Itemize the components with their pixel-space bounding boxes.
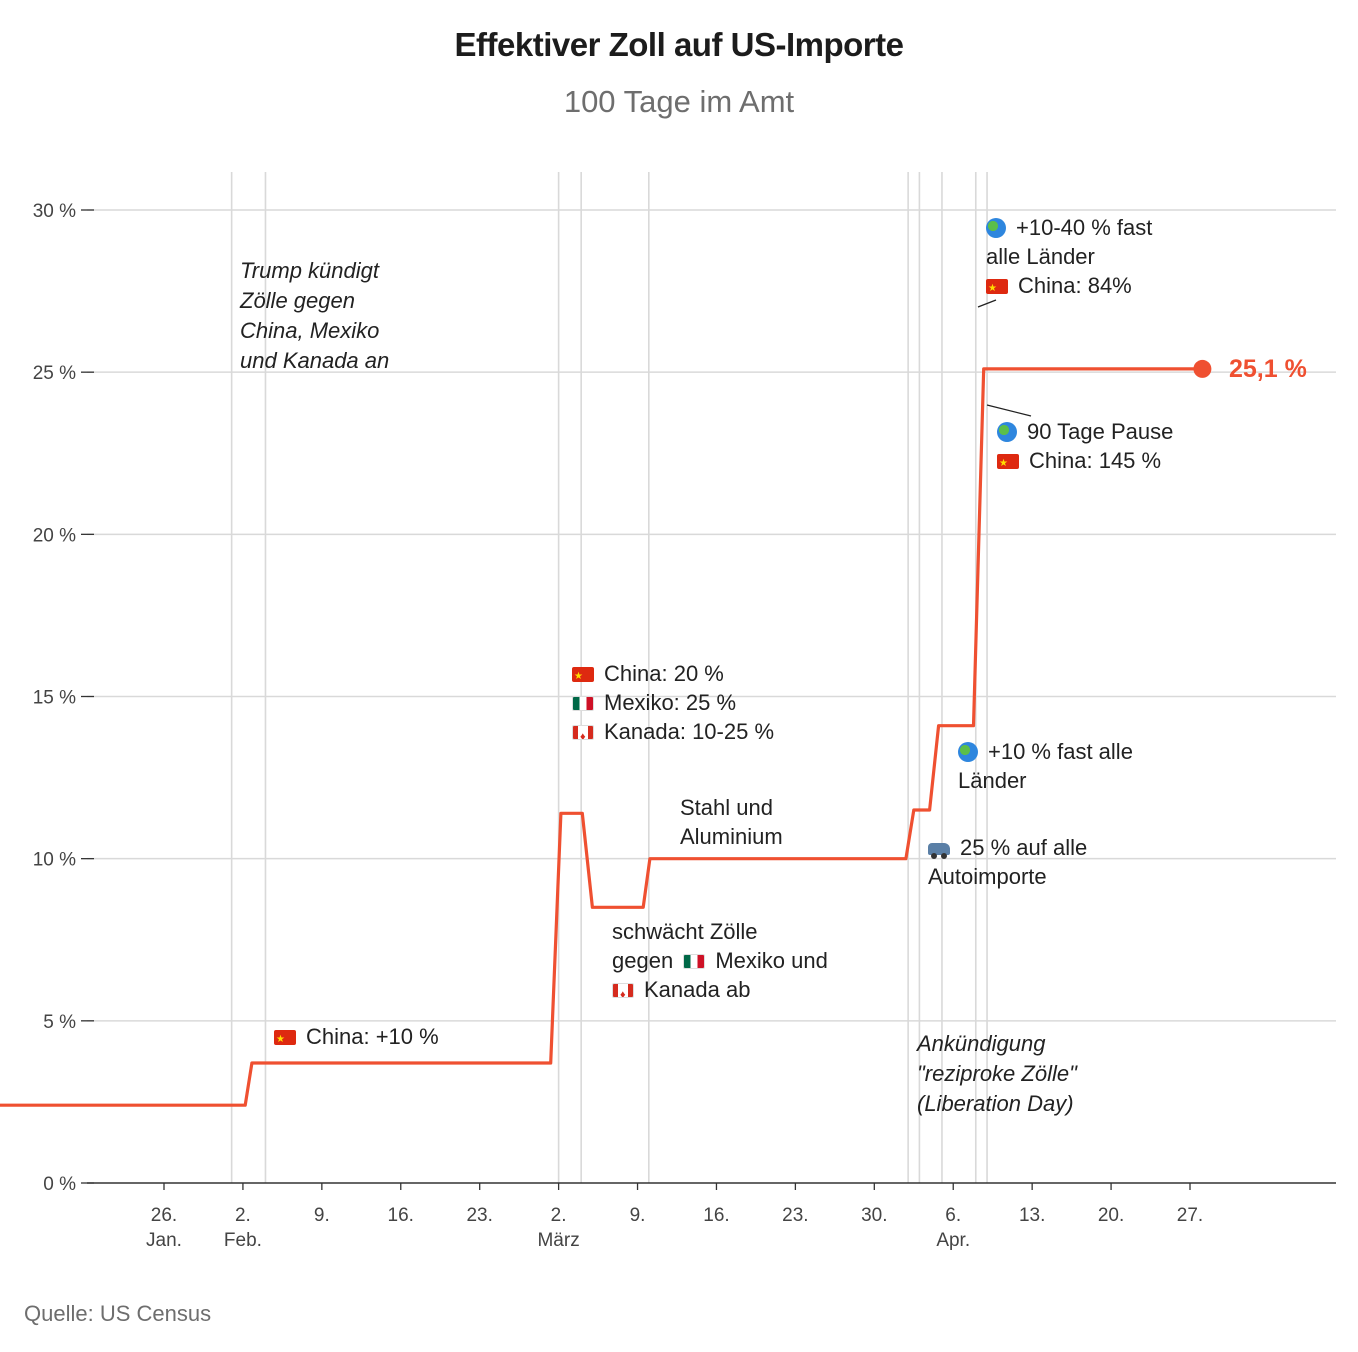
annotation-auto-line: Autoimporte bbox=[928, 864, 1047, 889]
annotation-schwaecht: schwächt Zölle gegen Mexiko und Kanada a… bbox=[612, 917, 828, 1004]
annotation-auto: 25 % auf alle Autoimporte bbox=[928, 833, 1087, 891]
canada-flag-icon bbox=[612, 983, 634, 998]
chart-title: Effektiver Zoll auf US-Importe bbox=[454, 26, 904, 63]
x-tick-label: 23. bbox=[466, 1205, 492, 1226]
annotation-leaders bbox=[977, 299, 1032, 417]
annotation-fast-alle-line: Länder bbox=[958, 768, 1027, 793]
y-tick-label: 10 % bbox=[33, 850, 76, 871]
annotation-top-line: +10-40 % fast bbox=[1016, 215, 1153, 240]
annotation-march: China: 20 % Mexiko: 25 % Kanada: 10-25 % bbox=[572, 659, 774, 746]
y-tick-label: 15 % bbox=[33, 688, 76, 709]
x-tick-label: Apr. bbox=[936, 1230, 970, 1251]
x-tick-label: 9. bbox=[630, 1205, 646, 1226]
x-tick-label: 2. bbox=[235, 1205, 251, 1226]
x-axis: 26. Jan. 2. Feb. 9. 16. 23. 2. März 9. 16. 23. 30. 6.… bbox=[87, 1182, 1336, 1251]
annotation-trump-line: und Kanada an bbox=[240, 348, 390, 373]
annotation-stahl-line: Aluminium bbox=[680, 824, 783, 849]
x-tick-label: 2. bbox=[551, 1205, 567, 1226]
mexico-flag-icon bbox=[572, 696, 594, 711]
x-tick-label: 6. bbox=[945, 1205, 961, 1226]
annotation-top-line: China: 84% bbox=[1018, 273, 1132, 298]
x-tick-label: 20. bbox=[1098, 1205, 1124, 1226]
event-lines bbox=[230, 172, 988, 1183]
annotation-trump-line: Zölle gegen bbox=[240, 288, 355, 313]
chart-subtitle: 100 Tage im Amt bbox=[563, 84, 795, 119]
y-tick-label: 5 % bbox=[43, 1012, 76, 1033]
x-tick-label: 23. bbox=[782, 1205, 808, 1226]
globe-icon bbox=[958, 742, 978, 762]
x-tick-label: 16. bbox=[388, 1205, 414, 1226]
source-note: Quelle: US Census bbox=[24, 1301, 212, 1326]
annotation-auto-line: 25 % auf alle bbox=[960, 835, 1088, 860]
x-tick-label: 13. bbox=[1019, 1205, 1045, 1226]
annotation-schwaecht-line: schwächt Zölle bbox=[612, 919, 758, 944]
annotation-liberation-line: Ankündigung bbox=[917, 1031, 1046, 1056]
mexico-flag-icon bbox=[683, 954, 706, 969]
china-flag-icon bbox=[997, 454, 1019, 469]
annotation-march-canada: Kanada: 10-25 % bbox=[604, 719, 775, 744]
annotation-stahl: Stahl und Aluminium bbox=[680, 793, 783, 851]
end-point bbox=[1193, 359, 1212, 378]
annotation-top-line: alle Länder bbox=[986, 244, 1095, 269]
x-tick-label: 16. bbox=[703, 1205, 729, 1226]
annotation-schwaecht-line: Kanada ab bbox=[644, 977, 751, 1002]
annotation-stahl-line: Stahl und bbox=[680, 795, 773, 820]
globe-icon bbox=[986, 218, 1006, 238]
annotation-fast-alle: +10 % fast alle Länder bbox=[958, 737, 1133, 795]
annotation-liberation-line: (Liberation Day) bbox=[917, 1091, 1074, 1116]
y-tick-label: 25 % bbox=[33, 363, 76, 384]
y-tick-label: 20 % bbox=[33, 525, 76, 546]
annotation-pause-line: China: 145 % bbox=[1029, 448, 1162, 473]
china-flag-icon bbox=[986, 279, 1008, 294]
annotation-pause: 90 Tage Pause China: 145 % bbox=[997, 417, 1173, 475]
x-tick-label: 30. bbox=[861, 1205, 887, 1226]
x-tick-label: März bbox=[537, 1230, 579, 1251]
x-tick-label: 9. bbox=[314, 1205, 330, 1226]
annotation-schwaecht-line: Mexiko und bbox=[715, 948, 828, 973]
annotation-trump-line: Trump kündigt bbox=[240, 258, 379, 283]
canada-flag-icon bbox=[572, 725, 594, 740]
annotation-china-10: China: +10 % bbox=[274, 1022, 439, 1051]
china-flag-icon bbox=[572, 667, 594, 682]
y-tick-label: 30 % bbox=[33, 201, 76, 222]
x-tick-label: Feb. bbox=[224, 1230, 262, 1251]
annotation-march-china: China: 20 % bbox=[604, 661, 724, 686]
end-value-label: 25,1 % bbox=[1229, 355, 1307, 383]
tariff-line bbox=[0, 367, 1204, 1107]
y-axis: 0 % 5 % 10 % 15 % 20 % 25 % 30 % bbox=[33, 201, 94, 1195]
annotation-liberation: Ankündigung "reziproke Zölle" (Liberatio… bbox=[917, 1029, 1077, 1119]
annotation-march-mexico: Mexiko: 25 % bbox=[604, 690, 737, 715]
annotation-liberation-line: "reziproke Zölle" bbox=[917, 1061, 1077, 1086]
china-flag-icon bbox=[274, 1030, 296, 1045]
y-gridlines bbox=[87, 209, 1336, 1022]
annotation-schwaecht-line: gegen bbox=[612, 948, 674, 973]
x-tick-label: 27. bbox=[1177, 1205, 1203, 1226]
annotation-fast-alle-line: +10 % fast alle bbox=[988, 739, 1133, 764]
leader-top bbox=[977, 299, 997, 308]
annotation-pause-line: 90 Tage Pause bbox=[1027, 419, 1174, 444]
annotation-trump: Trump kündigt Zölle gegen China, Mexiko … bbox=[240, 256, 389, 376]
x-tick-label: 26. bbox=[151, 1205, 177, 1226]
leader-pause bbox=[986, 404, 1032, 417]
car-icon bbox=[928, 843, 950, 859]
annotation-china-10-text: China: +10 % bbox=[306, 1024, 439, 1049]
x-tick-label: Jan. bbox=[146, 1230, 182, 1251]
annotation-trump-line: China, Mexiko bbox=[240, 318, 380, 343]
globe-icon bbox=[997, 422, 1017, 442]
annotation-top: +10-40 % fast alle Länder China: 84% bbox=[986, 213, 1152, 300]
y-tick-label: 0 % bbox=[43, 1174, 76, 1195]
